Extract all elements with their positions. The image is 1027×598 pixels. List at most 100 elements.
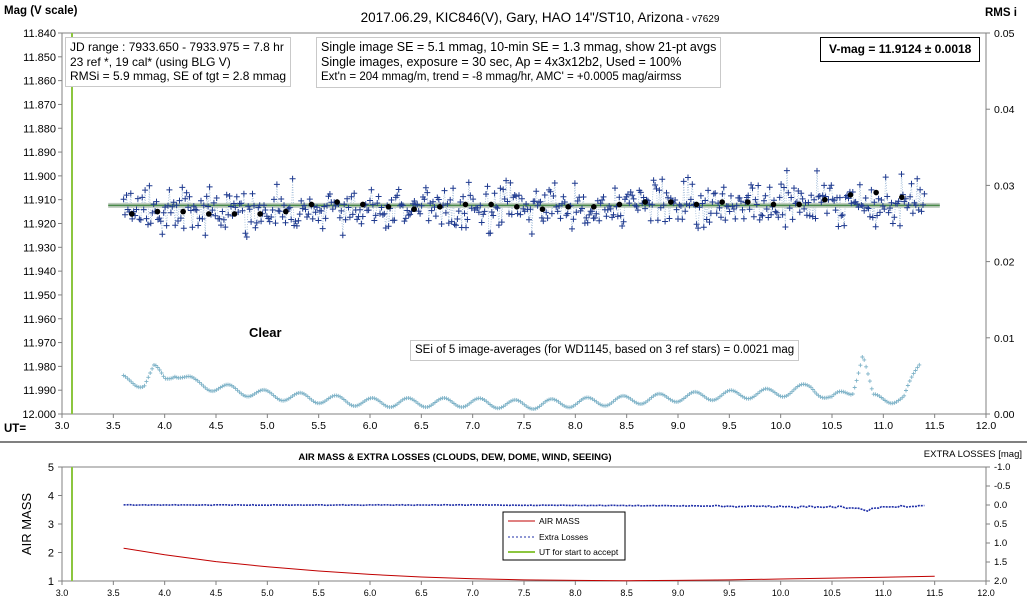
single-image-point bbox=[495, 222, 502, 229]
single-image-point bbox=[663, 189, 670, 196]
single-image-point bbox=[187, 207, 194, 214]
rms-point bbox=[917, 362, 922, 367]
single-image-point bbox=[206, 183, 213, 190]
rms-point bbox=[157, 368, 162, 372]
legend-extra-losses: Extra Losses bbox=[539, 532, 588, 542]
single-image-point bbox=[686, 202, 693, 209]
avg-point bbox=[231, 211, 238, 217]
rms-point bbox=[222, 383, 227, 388]
single-image-point bbox=[841, 222, 848, 229]
single-image-point bbox=[614, 213, 621, 220]
single-image-point bbox=[354, 216, 361, 223]
single-image-point bbox=[455, 208, 462, 215]
rms-point bbox=[552, 397, 557, 402]
single-image-point bbox=[156, 215, 163, 222]
rms-point bbox=[227, 382, 232, 387]
single-image-point bbox=[781, 184, 787, 191]
rms-point bbox=[603, 403, 608, 408]
single-image-point bbox=[796, 209, 803, 216]
single-image-point bbox=[702, 197, 709, 204]
rms-point bbox=[474, 396, 479, 401]
single-image-point bbox=[888, 199, 895, 206]
single-image-point bbox=[169, 203, 176, 210]
rms-point bbox=[892, 400, 897, 405]
y2-tick-label: 0.01 bbox=[994, 333, 1015, 345]
rms-point bbox=[907, 379, 912, 383]
rms-point bbox=[634, 400, 639, 405]
single-image-point bbox=[170, 199, 177, 206]
avg-point bbox=[745, 199, 751, 205]
jd-range-text: JD range : 7933.650 - 7933.975 = 7.8 hr bbox=[70, 40, 284, 54]
rms-point bbox=[497, 406, 502, 411]
single-image-point bbox=[782, 224, 789, 230]
single-image-point bbox=[561, 199, 568, 205]
rms-point bbox=[134, 384, 139, 389]
rms-point bbox=[150, 366, 155, 371]
single-image-point bbox=[865, 205, 872, 212]
rms-point bbox=[455, 404, 460, 409]
rms-point bbox=[890, 401, 895, 406]
single-image-point bbox=[220, 216, 227, 223]
rms-point bbox=[402, 396, 407, 401]
y-tick-label: 3 bbox=[48, 519, 54, 531]
single-image-point bbox=[548, 210, 555, 217]
single-image-point bbox=[272, 220, 279, 227]
x-tick-label: 4.0 bbox=[158, 588, 171, 598]
avg-point bbox=[899, 194, 905, 201]
single-image-point bbox=[915, 207, 922, 213]
single-image-point bbox=[212, 212, 219, 219]
single-image-point bbox=[341, 201, 348, 208]
single-image-point bbox=[666, 215, 673, 222]
single-image-point bbox=[569, 225, 575, 232]
single-image-point bbox=[222, 224, 229, 231]
single-image-point bbox=[238, 200, 245, 207]
single-image-point bbox=[438, 221, 445, 227]
single-image-point bbox=[783, 167, 790, 174]
single-image-point bbox=[891, 214, 898, 221]
rms-point bbox=[472, 397, 477, 402]
single-image-point bbox=[422, 184, 429, 191]
single-image-point bbox=[298, 197, 305, 204]
single-image-point bbox=[282, 219, 289, 226]
rms-point bbox=[336, 393, 341, 398]
single-image-point bbox=[448, 218, 455, 225]
rms-point bbox=[300, 391, 305, 396]
single-image-point bbox=[617, 212, 624, 219]
x-tick-label: 8.0 bbox=[568, 420, 583, 432]
single-image-point bbox=[765, 214, 772, 221]
single-image-point bbox=[776, 194, 783, 201]
rms-point bbox=[695, 390, 700, 395]
single-image-point bbox=[875, 195, 882, 202]
bottom-right-title: EXTRA LOSSES [mag] bbox=[924, 449, 1022, 460]
single-image-point bbox=[560, 193, 567, 200]
single-image-point bbox=[773, 209, 780, 216]
single-image-point bbox=[713, 210, 720, 217]
single-image-point bbox=[531, 198, 538, 205]
single-image-point bbox=[302, 206, 309, 213]
single-image-point bbox=[589, 208, 595, 215]
single-image-point bbox=[591, 214, 598, 221]
ref-stars-text: 23 ref *, 19 cal* (using BLG V) bbox=[70, 54, 231, 69]
single-image-point bbox=[425, 217, 432, 224]
single-image-point bbox=[733, 202, 740, 209]
single-image-point bbox=[858, 202, 865, 209]
single-image-point bbox=[166, 186, 173, 193]
single-image-point bbox=[921, 190, 928, 197]
single-image-point bbox=[609, 214, 616, 221]
single-image-point bbox=[374, 200, 381, 207]
single-image-point bbox=[223, 191, 230, 198]
single-image-point bbox=[122, 211, 128, 218]
y2-tick-label: 0.04 bbox=[994, 104, 1015, 116]
single-image-point bbox=[831, 197, 838, 204]
single-image-point bbox=[862, 195, 869, 201]
x-tick-label: 11.5 bbox=[925, 420, 945, 432]
single-image-point bbox=[500, 186, 507, 193]
avg-point bbox=[539, 206, 546, 213]
single-image-point bbox=[912, 202, 919, 209]
single-image-point bbox=[432, 213, 439, 220]
single-image-point bbox=[909, 210, 916, 217]
single-image-point bbox=[904, 204, 911, 211]
single-image-point bbox=[418, 202, 425, 209]
single-image-point bbox=[288, 216, 295, 223]
avg-point bbox=[616, 201, 623, 208]
